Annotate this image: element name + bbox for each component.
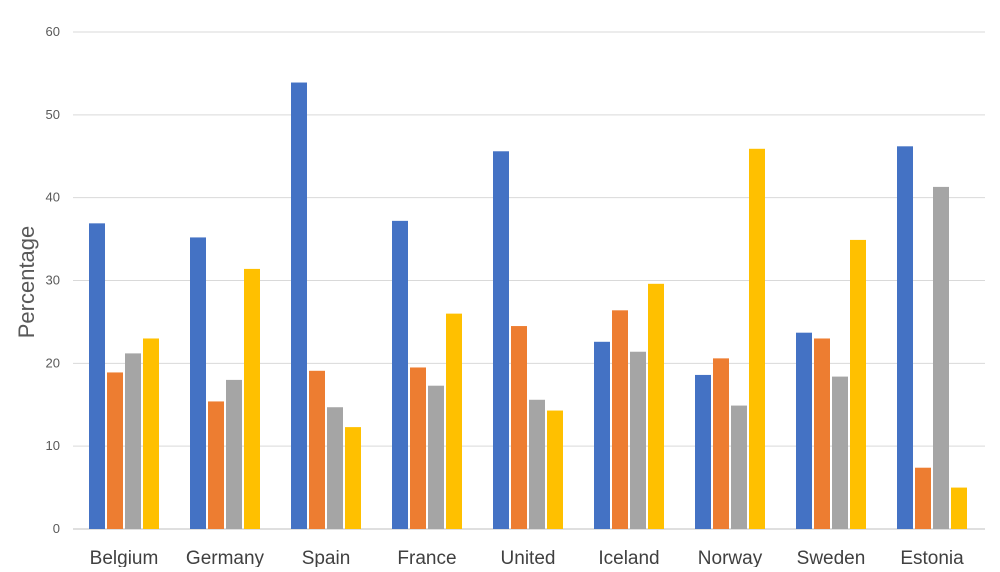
bar [612, 310, 628, 529]
bar [713, 358, 729, 529]
bar [695, 374, 711, 529]
bar [89, 223, 105, 529]
y-tick-label: 60 [46, 24, 60, 39]
y-tick-label: 20 [46, 355, 60, 370]
bar [410, 367, 426, 529]
x-tick-label: United [501, 548, 556, 567]
x-axis-ticks: Belgium Germany Spain France United Iceland No… [90, 548, 964, 569]
bar [244, 268, 260, 529]
y-tick-label: 30 [46, 273, 60, 288]
y-tick-label: 50 [46, 107, 60, 122]
bar [731, 405, 747, 529]
bar [529, 399, 545, 529]
bar [915, 467, 931, 529]
bar [630, 351, 646, 529]
y-axis-label: Percentage [14, 226, 39, 339]
bar [897, 146, 913, 529]
bar [594, 341, 610, 529]
bar [291, 82, 307, 530]
x-tick-label: Spain [302, 548, 351, 567]
bar [446, 313, 462, 529]
bar [208, 401, 224, 529]
x-tick-label: Germany [186, 548, 265, 567]
bar [392, 220, 408, 530]
bar [125, 353, 141, 529]
x-tick-label: Sweden [797, 548, 866, 567]
bar [428, 385, 444, 529]
bar [547, 410, 563, 529]
y-tick-label: 10 [46, 438, 60, 453]
bar [226, 379, 242, 529]
x-tick-label: Iceland [598, 548, 659, 567]
x-tick-label: Estonia [900, 548, 964, 567]
bar [933, 186, 949, 530]
bar [309, 370, 325, 529]
bar [648, 283, 664, 529]
bar [493, 151, 509, 529]
x-tick-label: Belgium [90, 548, 159, 567]
x-tick-label: France [397, 548, 456, 567]
y-tick-label: 40 [46, 190, 60, 205]
y-axis-ticks: 0 10 20 30 40 50 60 [46, 24, 60, 536]
bar [832, 376, 848, 529]
gridlines [73, 31, 985, 530]
bar [107, 372, 123, 529]
bar [814, 338, 830, 529]
bar [327, 407, 343, 529]
bar [749, 148, 765, 530]
x-tick-label: Norway [698, 548, 763, 567]
bar [511, 326, 527, 529]
bar [850, 239, 866, 529]
bar [345, 427, 361, 529]
bar [190, 237, 206, 529]
bar [796, 332, 812, 529]
bar [143, 338, 159, 529]
bar [951, 487, 967, 529]
y-tick-label: 0 [53, 521, 60, 536]
bars [89, 82, 967, 530]
